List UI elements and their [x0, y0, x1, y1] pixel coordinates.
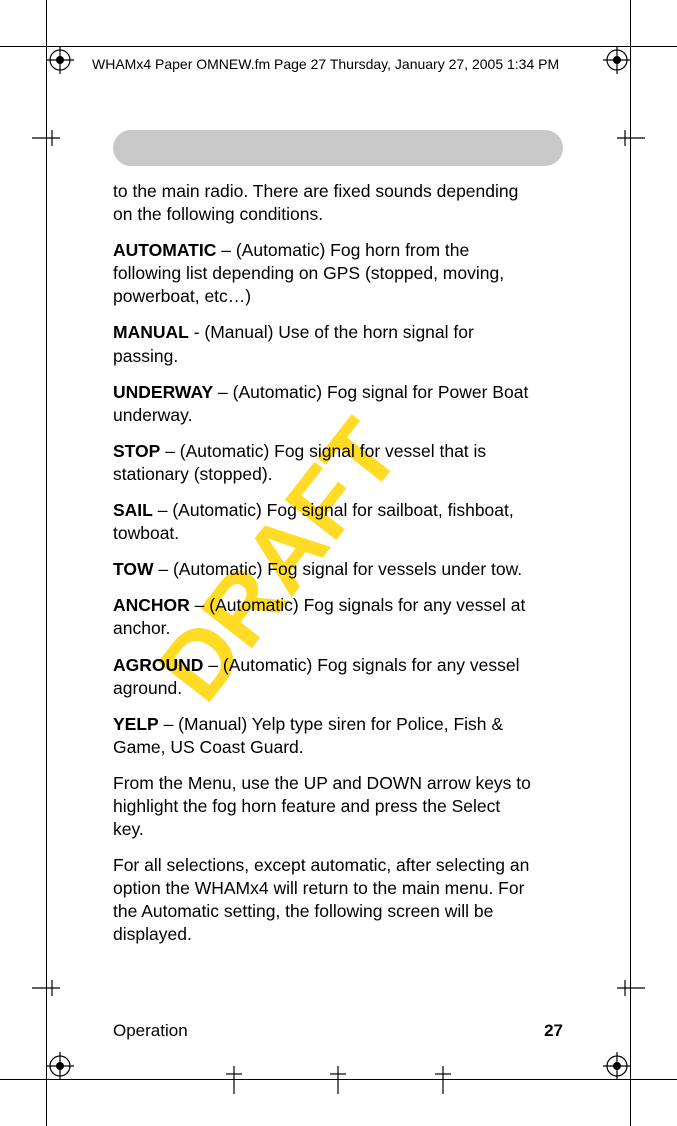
- registration-mark-icon: [46, 46, 74, 74]
- crop-line-left: [46, 0, 47, 1126]
- footer-section: Operation: [113, 1021, 188, 1041]
- crop-tick-icon: [617, 124, 645, 152]
- definition-item: SAIL – (Automatic) Fog signal for sailbo…: [113, 499, 533, 545]
- definition-item: STOP – (Automatic) Fog signal for vessel…: [113, 440, 533, 486]
- definition-desc: – (Automatic) Fog signal for sailboat, f…: [113, 500, 514, 543]
- crop-line-top: [0, 46, 677, 47]
- page-footer: Operation 27: [113, 1021, 563, 1041]
- definition-label: MANUAL: [113, 322, 189, 342]
- definition-label: YELP: [113, 714, 159, 734]
- definition-label: ANCHOR: [113, 595, 190, 615]
- page-header-text: WHAMx4 Paper OMNEW.fm Page 27 Thursday, …: [92, 56, 597, 72]
- definition-desc: – (Automatic) Fog signal for vessel that…: [113, 441, 486, 484]
- crop-tick-icon: [32, 974, 60, 1002]
- definition-desc: – (Manual) Yelp type siren for Police, F…: [113, 714, 503, 757]
- definition-desc: – (Automatic) Fog signal for vessels und…: [154, 559, 523, 579]
- footer-page-number: 27: [544, 1021, 563, 1041]
- definition-label: SAIL: [113, 500, 153, 520]
- page: WHAMx4 Paper OMNEW.fm Page 27 Thursday, …: [0, 0, 677, 1126]
- crop-tick-icon: [32, 124, 60, 152]
- intro-paragraph: to the main radio. There are fixed sound…: [113, 180, 533, 226]
- crop-line-right: [630, 0, 631, 1126]
- definition-label: AGROUND: [113, 655, 203, 675]
- registration-mark-icon: [46, 1052, 74, 1080]
- definition-label: UNDERWAY: [113, 382, 213, 402]
- definition-item: YELP – (Manual) Yelp type siren for Poli…: [113, 713, 533, 759]
- crop-tick-icon: [429, 1066, 457, 1094]
- crop-tick-icon: [220, 1066, 248, 1094]
- body-content: to the main radio. There are fixed sound…: [113, 180, 533, 960]
- definition-item: AUTOMATIC – (Automatic) Fog horn from th…: [113, 239, 533, 308]
- definition-item: TOW – (Automatic) Fog signal for vessels…: [113, 558, 533, 581]
- section-header-pill: [113, 130, 563, 166]
- definition-label: STOP: [113, 441, 160, 461]
- definition-item: UNDERWAY – (Automatic) Fog signal for Po…: [113, 381, 533, 427]
- definition-item: MANUAL - (Manual) Use of the horn signal…: [113, 321, 533, 367]
- definition-item: ANCHOR – (Automatic) Fog signals for any…: [113, 594, 533, 640]
- body-paragraph: From the Menu, use the UP and DOWN arrow…: [113, 772, 533, 841]
- registration-mark-icon: [603, 46, 631, 74]
- definition-item: AGROUND – (Automatic) Fog signals for an…: [113, 654, 533, 700]
- crop-tick-icon: [617, 974, 645, 1002]
- definition-label: AUTOMATIC: [113, 240, 216, 260]
- definition-label: TOW: [113, 559, 154, 579]
- crop-tick-icon: [324, 1066, 352, 1094]
- body-paragraph: For all selections, except automatic, af…: [113, 854, 533, 946]
- registration-mark-icon: [603, 1052, 631, 1080]
